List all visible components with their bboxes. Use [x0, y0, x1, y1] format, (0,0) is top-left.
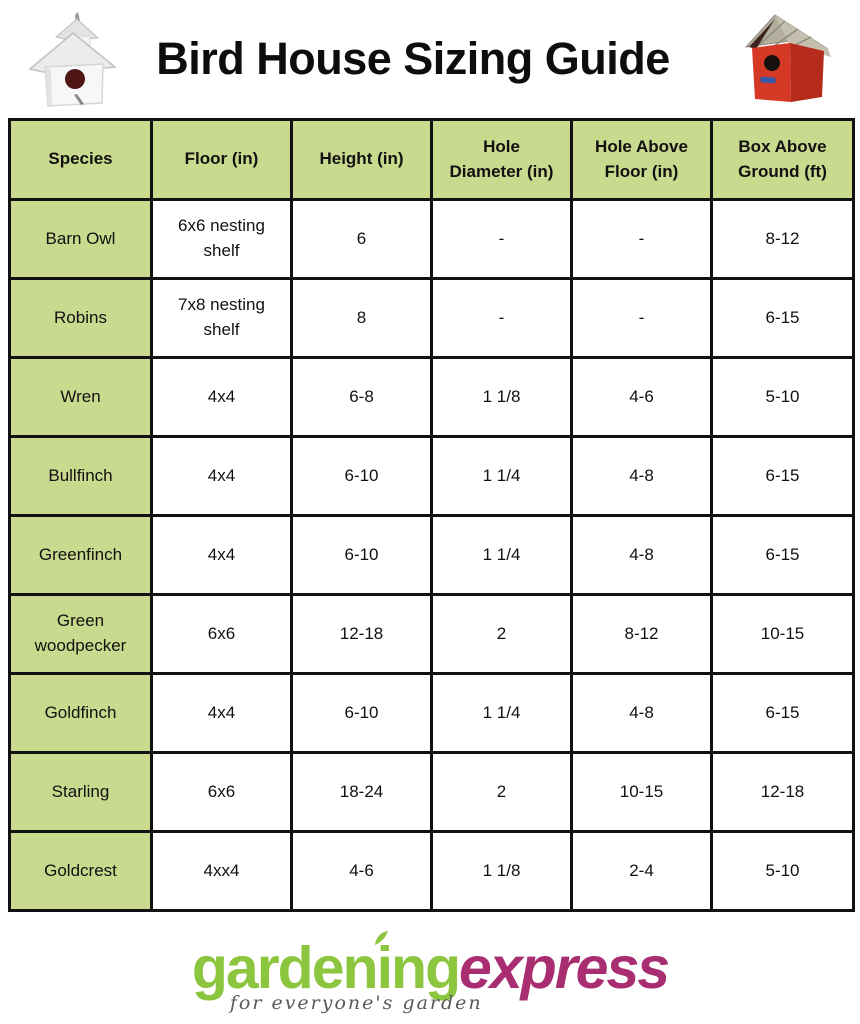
value-cell: 4-8 — [570, 672, 713, 754]
value-cell: 6-15 — [710, 514, 855, 596]
value-cell: 1 1/8 — [430, 830, 573, 912]
table-row: Starling 6x6 18-24 2 10-15 12-18 — [8, 751, 855, 833]
value-cell: 2-4 — [570, 830, 713, 912]
value-cell: 12-18 — [710, 751, 855, 833]
value-cell: 12-18 — [290, 593, 433, 675]
value-cell: 6-15 — [710, 277, 855, 359]
table-row: Greenfinch 4x4 6-10 1 1/4 4-8 6-15 — [8, 514, 855, 596]
value-cell: 4x4 — [150, 514, 293, 596]
sizing-table: Species Floor (in) Height (in) Hole Diamete… — [8, 118, 855, 912]
column-header: Floor (in) — [150, 118, 293, 201]
value-cell: 8-12 — [710, 198, 855, 280]
table-row: Goldfinch 4x4 6-10 1 1/4 4-8 6-15 — [8, 672, 855, 754]
value-cell: 1 1/4 — [430, 435, 573, 517]
species-cell: Robins — [8, 277, 153, 359]
value-cell: 1 1/8 — [430, 356, 573, 438]
table-row: Bullfinch 4x4 6-10 1 1/4 4-8 6-15 — [8, 435, 855, 517]
value-cell: - — [570, 277, 713, 359]
value-cell: 2 — [430, 751, 573, 833]
page-title: Bird House Sizing Guide — [156, 33, 670, 84]
value-cell: 6x6 — [150, 751, 293, 833]
value-cell: 6-10 — [290, 672, 433, 754]
value-cell: 6-8 — [290, 356, 433, 438]
value-cell: - — [430, 277, 573, 359]
table-row: Goldcrest 4xx4 4-6 1 1/8 2-4 5-10 — [8, 830, 855, 912]
value-cell: 6 — [290, 198, 433, 280]
species-cell: Greenfinch — [8, 514, 153, 596]
header-row: Species Floor (in) Height (in) Hole Diamete… — [8, 118, 855, 201]
column-header: Species — [8, 118, 153, 201]
table-row: Green woodpecker 6x6 12-18 2 8-12 10-15 — [8, 593, 855, 675]
value-cell: 8 — [290, 277, 433, 359]
value-cell: 1 1/4 — [430, 672, 573, 754]
red-birdhouse-icon — [744, 14, 831, 102]
value-cell: 6-10 — [290, 435, 433, 517]
value-cell: 1 1/4 — [430, 514, 573, 596]
logo-text-express: express — [459, 935, 670, 1001]
value-cell: 7x8 nesting shelf — [150, 277, 293, 359]
species-cell: Goldcrest — [8, 830, 153, 912]
value-cell: 6-10 — [290, 514, 433, 596]
value-cell: 6-15 — [710, 435, 855, 517]
table-body: Barn Owl 6x6 nesting shelf 6- -8-12 Robins 7x… — [8, 198, 855, 912]
brand-footer: gardeningexpress for everyone's garden — [0, 931, 860, 1014]
species-cell: Bullfinch — [8, 435, 153, 517]
value-cell: 4-6 — [570, 356, 713, 438]
value-cell: 4xx4 — [150, 830, 293, 912]
species-cell: Wren — [8, 356, 153, 438]
value-cell: 5-10 — [710, 830, 855, 912]
column-header: Hole Diameter (in) — [430, 118, 573, 201]
value-cell: 6x6 nesting shelf — [150, 198, 293, 280]
table-row: Wren 4x4 6-8 1 1/8 4-6 5-10 — [8, 356, 855, 438]
value-cell: 4-8 — [570, 514, 713, 596]
value-cell: 5-10 — [710, 356, 855, 438]
species-cell: Green woodpecker — [8, 593, 153, 675]
column-header: Box Above Ground (ft) — [710, 118, 855, 201]
leaf-icon — [374, 931, 388, 945]
value-cell: 4x4 — [150, 672, 293, 754]
column-header: Hole Above Floor (in) — [570, 118, 713, 201]
value-cell: 6-15 — [710, 672, 855, 754]
value-cell: 10-15 — [710, 593, 855, 675]
gardeningexpress-logo: gardeningexpress for everyone's garden — [191, 931, 670, 1014]
value-cell: 4-8 — [570, 435, 713, 517]
table-row: Barn Owl 6x6 nesting shelf 6- -8-12 — [8, 198, 855, 280]
value-cell: 10-15 — [570, 751, 713, 833]
value-cell: - — [430, 198, 573, 280]
value-cell: 4x4 — [150, 356, 293, 438]
value-cell: 8-12 — [570, 593, 713, 675]
white-birdhouse-icon — [28, 12, 117, 107]
logo-tagline: for everyone's garden — [229, 992, 483, 1014]
value-cell: 6x6 — [150, 593, 293, 675]
page-header: Bird House Sizing Guide — [0, 0, 860, 118]
table-row: Robins 7x8 nesting shelf 8- -6-15 — [8, 277, 855, 359]
species-cell: Barn Owl — [8, 198, 153, 280]
value-cell: 4-6 — [290, 830, 433, 912]
value-cell: 18-24 — [290, 751, 433, 833]
logo-text-gardening: gardening — [191, 935, 461, 1001]
value-cell: - — [570, 198, 713, 280]
species-cell: Starling — [8, 751, 153, 833]
value-cell: 2 — [430, 593, 573, 675]
value-cell: 4x4 — [150, 435, 293, 517]
species-cell: Goldfinch — [8, 672, 153, 754]
column-header: Height (in) — [290, 118, 433, 201]
